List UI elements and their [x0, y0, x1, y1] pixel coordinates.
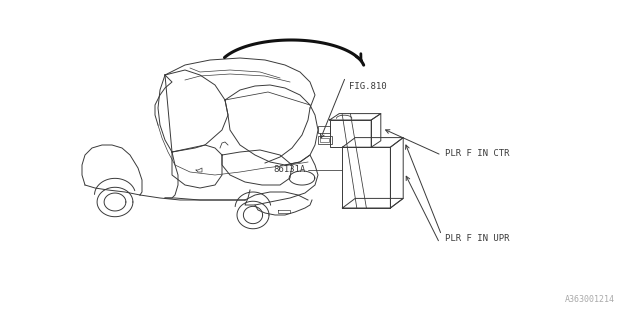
Text: FIG.810: FIG.810 [349, 82, 387, 91]
Bar [318, 136, 332, 144]
Text: PLR F IN CTR: PLR F IN CTR [445, 149, 509, 158]
Text: A363001214: A363001214 [564, 295, 614, 304]
Bar [330, 120, 371, 147]
Text: 86131A: 86131A [274, 165, 306, 174]
Bar [342, 147, 390, 208]
Bar [318, 126, 330, 133]
Bar [320, 138, 329, 142]
Text: PLR F IN UPR: PLR F IN UPR [445, 234, 509, 243]
